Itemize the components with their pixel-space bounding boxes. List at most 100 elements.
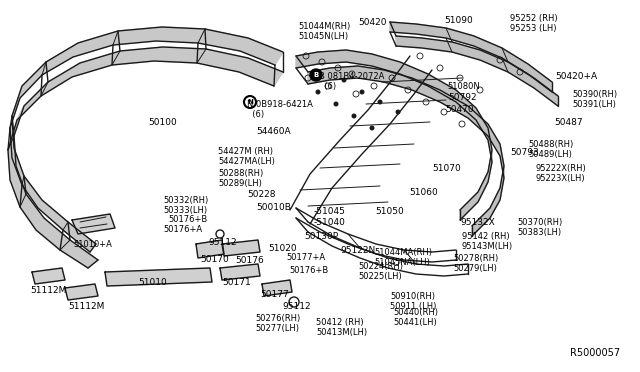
Text: 50488(RH)
50489(LH): 50488(RH) 50489(LH)	[528, 140, 573, 159]
Polygon shape	[396, 36, 422, 48]
Polygon shape	[330, 66, 358, 80]
Text: 54427M (RH)
54427MA(LH): 54427M (RH) 54427MA(LH)	[218, 147, 275, 166]
Text: 50370(RH)
50383(LH): 50370(RH) 50383(LH)	[517, 218, 563, 237]
Polygon shape	[488, 124, 500, 156]
Text: 50793: 50793	[510, 148, 539, 157]
Polygon shape	[372, 54, 400, 74]
Text: R5000057: R5000057	[570, 348, 620, 358]
Polygon shape	[452, 42, 480, 60]
Polygon shape	[72, 51, 120, 77]
Text: 51070: 51070	[432, 164, 461, 173]
Polygon shape	[428, 74, 456, 102]
Polygon shape	[20, 194, 44, 230]
Circle shape	[351, 113, 356, 119]
Text: 95222X(RH)
95223X(LH): 95222X(RH) 95223X(LH)	[535, 164, 586, 183]
Polygon shape	[196, 240, 224, 258]
Text: 50276(RH)
50277(LH): 50276(RH) 50277(LH)	[255, 314, 300, 333]
Polygon shape	[472, 208, 490, 236]
Text: 50910(RH)
50911 (LH): 50910(RH) 50911 (LH)	[390, 292, 436, 311]
Polygon shape	[22, 176, 42, 208]
Polygon shape	[262, 280, 292, 296]
Text: 51090: 51090	[444, 16, 473, 25]
Polygon shape	[32, 268, 65, 284]
Circle shape	[360, 90, 365, 94]
Polygon shape	[17, 82, 48, 120]
Text: 50130P: 50130P	[304, 232, 338, 241]
Polygon shape	[488, 150, 492, 182]
Text: -51040: -51040	[314, 218, 346, 227]
Polygon shape	[42, 43, 78, 75]
Text: N: N	[247, 99, 253, 105]
Polygon shape	[239, 58, 283, 86]
Polygon shape	[105, 268, 212, 286]
Polygon shape	[468, 106, 488, 136]
Polygon shape	[412, 78, 440, 102]
Text: 95122N: 95122N	[340, 246, 375, 255]
Polygon shape	[10, 166, 26, 207]
Polygon shape	[446, 28, 474, 46]
Polygon shape	[422, 38, 452, 52]
Polygon shape	[8, 136, 16, 180]
Text: 95112: 95112	[208, 238, 237, 247]
Text: 50177: 50177	[260, 290, 289, 299]
Text: 50420+A: 50420+A	[555, 72, 597, 81]
Polygon shape	[416, 24, 446, 38]
Text: 51020: 51020	[268, 244, 296, 253]
Polygon shape	[20, 62, 46, 98]
Circle shape	[316, 90, 321, 94]
Polygon shape	[318, 50, 346, 64]
Text: 95132X: 95132X	[460, 218, 495, 227]
Text: 50010B: 50010B	[256, 203, 291, 212]
Polygon shape	[36, 218, 70, 250]
Circle shape	[396, 109, 401, 115]
Text: 50171: 50171	[222, 278, 251, 287]
Circle shape	[369, 125, 374, 131]
Text: 51010: 51010	[138, 278, 167, 287]
Text: 50170: 50170	[200, 255, 228, 264]
Text: 50176+B: 50176+B	[289, 266, 328, 275]
Polygon shape	[488, 128, 492, 162]
Polygon shape	[198, 29, 248, 51]
Polygon shape	[60, 240, 98, 268]
Polygon shape	[156, 27, 205, 43]
Polygon shape	[534, 78, 558, 106]
Text: B: B	[314, 72, 319, 78]
Text: 51080N: 51080N	[447, 82, 480, 91]
Text: 50278(RH)
50279(LH): 50278(RH) 50279(LH)	[453, 254, 499, 273]
Polygon shape	[112, 47, 163, 65]
Polygon shape	[296, 52, 318, 68]
Circle shape	[378, 99, 383, 105]
Text: 50412 (RH)
50413M(LH): 50412 (RH) 50413M(LH)	[316, 318, 367, 337]
Text: 50470: 50470	[445, 105, 474, 114]
Polygon shape	[390, 22, 416, 34]
Polygon shape	[500, 166, 504, 200]
Polygon shape	[308, 68, 330, 84]
Polygon shape	[63, 222, 96, 252]
Polygon shape	[222, 240, 260, 256]
Text: 51044MA(RH)
51045NA(LH): 51044MA(RH) 51045NA(LH)	[374, 248, 432, 267]
Circle shape	[333, 102, 339, 106]
Text: B 081B4-2072A
  (6): B 081B4-2072A (6)	[319, 72, 385, 92]
Text: 50390(RH)
50391(LH): 50390(RH) 50391(LH)	[572, 90, 617, 109]
Text: 95112: 95112	[282, 302, 310, 311]
Polygon shape	[8, 106, 24, 150]
Polygon shape	[10, 116, 14, 158]
Polygon shape	[346, 50, 372, 66]
Polygon shape	[474, 36, 502, 58]
Text: 95142 (RH)
95143M(LH): 95142 (RH) 95143M(LH)	[462, 232, 513, 251]
Polygon shape	[508, 62, 534, 88]
Text: 54460A: 54460A	[256, 127, 291, 136]
Polygon shape	[197, 49, 248, 72]
Polygon shape	[240, 38, 283, 65]
Polygon shape	[476, 108, 488, 140]
Polygon shape	[480, 50, 508, 72]
Text: 50792: 50792	[448, 93, 477, 102]
Text: 51112M: 51112M	[68, 302, 104, 311]
Text: 50288(RH)
50289(LH): 50288(RH) 50289(LH)	[218, 169, 263, 188]
Text: 51050: 51050	[375, 207, 404, 216]
Text: 50440(RH)
50441(LH): 50440(RH) 50441(LH)	[393, 308, 438, 327]
Text: 50332(RH)
50333(LH): 50332(RH) 50333(LH)	[163, 196, 208, 215]
Text: 51010+A: 51010+A	[73, 240, 112, 249]
Polygon shape	[456, 90, 476, 120]
Polygon shape	[154, 47, 206, 63]
